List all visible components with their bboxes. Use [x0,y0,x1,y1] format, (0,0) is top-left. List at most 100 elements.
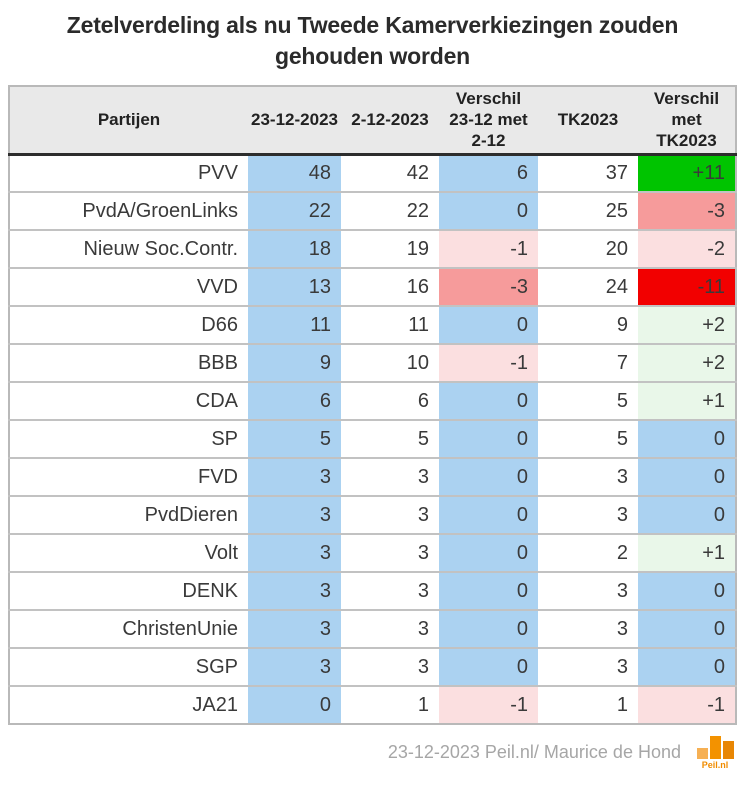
table-row: FVD 3 3 0 3 0 [9,458,736,497]
column-header: Verschil 23-12 met 2-12 [439,86,538,156]
value-cell: 42 [341,154,439,193]
value-cell: 1 [538,686,638,724]
table-row: SP 5 5 0 5 0 [9,420,736,459]
party-name-cell: SP [9,420,248,459]
value-cell: -2 [638,230,736,269]
table-row: SGP 3 3 0 3 0 [9,648,736,687]
value-cell: -11 [638,268,736,307]
table-row: Volt 3 3 0 2 +1 [9,534,736,573]
value-cell: 6 [248,382,341,421]
value-cell: 3 [341,648,439,687]
value-cell: 0 [638,572,736,611]
value-cell: 0 [638,458,736,497]
value-cell: 3 [538,458,638,497]
footer-credit: 23-12-2023 Peil.nl/ Maurice de Hond [387,742,681,762]
party-name-cell: Nieuw Soc.Contr. [9,230,248,269]
value-cell: 0 [439,572,538,611]
value-cell: 5 [538,382,638,421]
value-cell: 7 [538,344,638,383]
table-row: PvdDieren 3 3 0 3 0 [9,496,736,535]
table-row: Nieuw Soc.Contr. 18 19 -1 20 -2 [9,230,736,269]
value-cell: 3 [538,610,638,649]
value-cell: 9 [248,344,341,383]
column-header: 23-12-2023 [248,86,341,156]
value-cell: 24 [538,268,638,307]
value-cell: 11 [248,306,341,345]
value-cell: 3 [341,572,439,611]
value-cell: 10 [341,344,439,383]
value-cell: 3 [248,534,341,573]
logo-text: Peil.nl [701,760,729,770]
table-row: BBB 9 10 -1 7 +2 [9,344,736,383]
value-cell: -1 [638,686,736,724]
value-cell: 0 [439,648,538,687]
value-cell: 3 [341,610,439,649]
value-cell: 37 [538,154,638,193]
table-header-row: Partijen 23-12-2023 2-12-2023 Verschil 23-1… [9,86,736,156]
value-cell: 3 [248,458,341,497]
value-cell: 0 [439,306,538,345]
value-cell: 6 [341,382,439,421]
value-cell: 0 [638,496,736,535]
table-row: PvdA/GroenLinks 22 22 0 25 -3 [9,192,736,231]
value-cell: 3 [248,648,341,687]
value-cell: 3 [341,458,439,497]
column-header: TK2023 [538,86,638,156]
value-cell: 3 [341,534,439,573]
party-name-cell: D66 [9,306,248,345]
value-cell: 3 [538,496,638,535]
value-cell: +2 [638,344,736,383]
value-cell: 25 [538,192,638,231]
bar-chart-icon-bar [709,736,721,759]
value-cell: 0 [638,420,736,459]
column-header: 2-12-2023 [341,86,439,156]
party-name-cell: CDA [9,382,248,421]
value-cell: 0 [439,192,538,231]
party-name-cell: FVD [9,458,248,497]
value-cell: 5 [538,420,638,459]
value-cell: 3 [248,610,341,649]
page-title: Zetelverdeling als nu Tweede Kamerverkie… [66,12,679,69]
value-cell: -3 [638,192,736,231]
value-cell: 0 [439,496,538,535]
value-cell: -1 [439,230,538,269]
value-cell: 3 [341,496,439,535]
value-cell: 16 [341,268,439,307]
value-cell: 6 [439,154,538,193]
value-cell: 11 [341,306,439,345]
party-name-cell: BBB [9,344,248,383]
value-cell: 0 [439,534,538,573]
bar-chart-icon-bar [722,741,734,759]
value-cell: 19 [341,230,439,269]
value-cell: 22 [248,192,341,231]
party-name-cell: SGP [9,648,248,687]
table-container: Partijen 23-12-2023 2-12-2023 Verschil 23-1… [8,85,737,725]
party-name-cell: Volt [9,534,248,573]
party-name-cell: PvdA/GroenLinks [9,192,248,231]
table-row: VVD 13 16 -3 24 -11 [9,268,736,307]
party-name-cell: PvdDieren [9,496,248,535]
table-row: CDA 6 6 0 5 +1 [9,382,736,421]
value-cell: 3 [538,572,638,611]
value-cell: 18 [248,230,341,269]
party-name-cell: PVV [9,154,248,193]
value-cell: 2 [538,534,638,573]
column-header: Partijen [9,86,248,156]
value-cell: 48 [248,154,341,193]
value-cell: 3 [248,496,341,535]
value-cell: 22 [341,192,439,231]
value-cell: 1 [341,686,439,724]
party-name-cell: VVD [9,268,248,307]
value-cell: 3 [248,572,341,611]
seat-distribution-table: Partijen 23-12-2023 2-12-2023 Verschil 23-1… [8,85,737,725]
value-cell: +11 [638,154,736,193]
value-cell: 0 [439,458,538,497]
value-cell: -1 [439,344,538,383]
table-row: JA21 0 1 -1 1 -1 [9,686,736,724]
value-cell: 20 [538,230,638,269]
bar-chart-icon-bar [696,748,708,759]
party-name-cell: JA21 [192,693,238,716]
value-cell: 13 [248,268,341,307]
value-cell: 3 [538,648,638,687]
value-cell: 5 [248,420,341,459]
